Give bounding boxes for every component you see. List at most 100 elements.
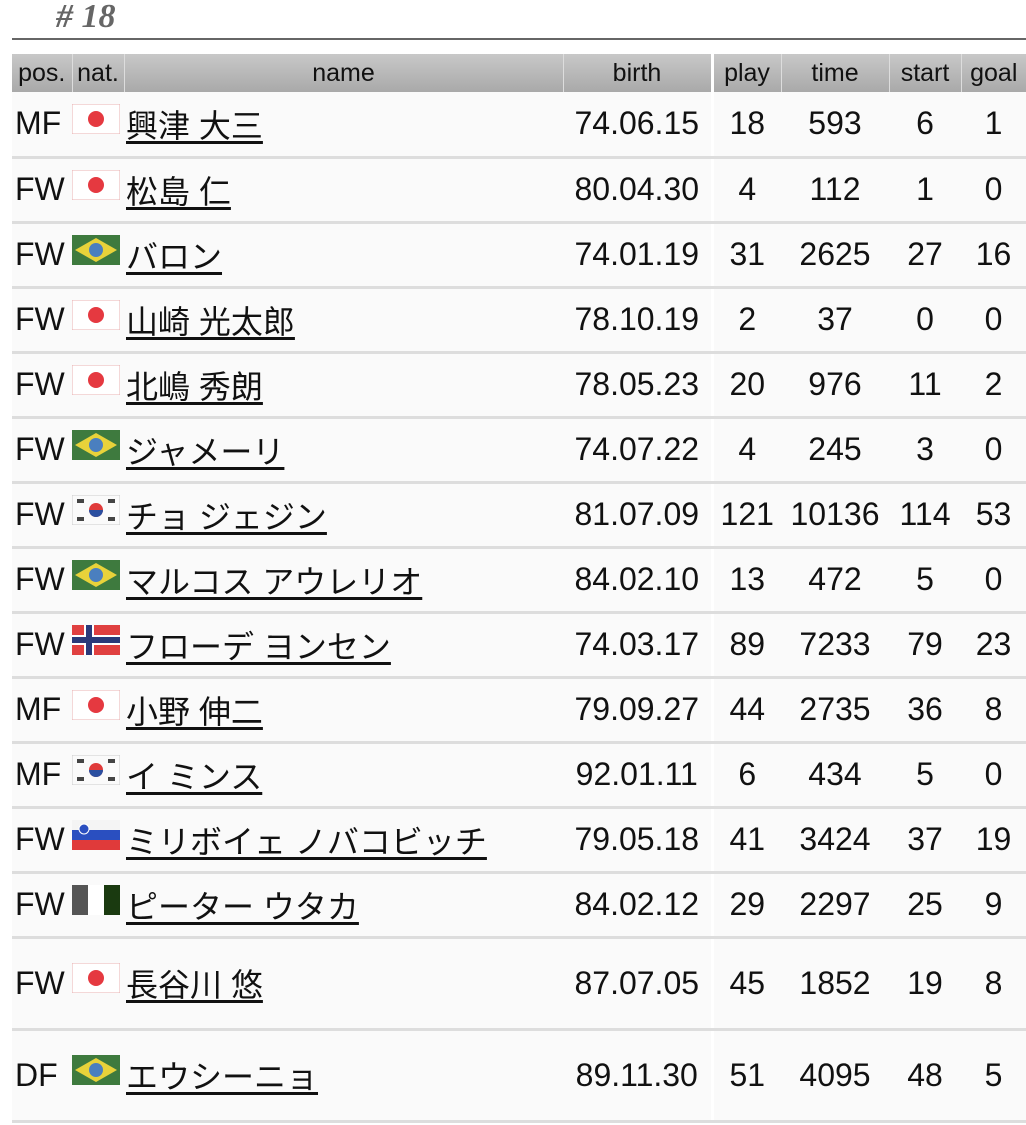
flag-korea-icon <box>72 494 120 525</box>
player-name-link[interactable]: 長谷川 悠 <box>126 967 263 1003</box>
flag-japan-icon <box>72 689 120 720</box>
start: 6 <box>889 92 961 159</box>
play: 4 <box>712 417 781 484</box>
table-row: MF イ ミンス 92.01.11 6 434 5 0 <box>12 742 1026 809</box>
table-row: FW 長谷川 悠 87.07.05 45 1852 19 8 <box>12 937 1026 1031</box>
flag-korea-icon <box>72 754 120 785</box>
table-row: FW ピーター ウタカ 84.02.12 29 2297 25 9 <box>12 872 1026 939</box>
position: FW <box>12 807 72 874</box>
play: 29 <box>712 872 781 939</box>
time: 2735 <box>781 677 889 744</box>
position: FW <box>12 482 72 549</box>
start: 37 <box>889 807 961 874</box>
time: 10136 <box>781 482 889 549</box>
play: 6 <box>712 742 781 809</box>
header-play: play <box>711 54 781 92</box>
play: 45 <box>712 937 781 1031</box>
position: FW <box>12 937 72 1031</box>
flag-brazil-icon <box>72 559 120 590</box>
player-name-link[interactable]: マルコス アウレリオ <box>126 563 423 600</box>
time: 3424 <box>781 807 889 874</box>
player-name-link[interactable]: ジャメーリ <box>126 433 285 470</box>
flag-norway-icon <box>72 624 120 655</box>
player-name-link[interactable]: エウシーニョ <box>126 1059 319 1095</box>
goal: 8 <box>961 677 1026 744</box>
player-name-link[interactable]: 松島 仁 <box>126 173 231 210</box>
birth: 79.09.27 <box>563 677 714 744</box>
position: FW <box>12 417 72 484</box>
time: 434 <box>781 742 889 809</box>
birth: 84.02.10 <box>563 547 714 614</box>
position: MF <box>12 677 72 744</box>
table-row: FW ジャメーリ 74.07.22 4 245 3 0 <box>12 417 1026 484</box>
goal: 0 <box>961 287 1026 354</box>
player-name-link[interactable]: ミリボイェ ノバコビッチ <box>126 823 487 860</box>
play: 44 <box>712 677 781 744</box>
nationality <box>72 547 124 614</box>
player-name-link[interactable]: チョ ジェジン <box>126 498 327 535</box>
flag-japan-icon <box>72 963 120 994</box>
start: 1 <box>889 157 961 224</box>
start: 79 <box>889 612 961 679</box>
goal: 1 <box>961 92 1026 159</box>
player-name-link[interactable]: 小野 伸二 <box>126 693 263 730</box>
header-nat: nat. <box>71 54 124 92</box>
nationality <box>72 157 124 224</box>
player-name-link[interactable]: バロン <box>126 238 223 275</box>
goal: 23 <box>961 612 1026 679</box>
position: FW <box>12 222 72 289</box>
start: 27 <box>889 222 961 289</box>
flag-brazil-icon <box>72 234 120 265</box>
player-name-link[interactable]: 興津 大三 <box>126 107 263 144</box>
start: 5 <box>889 547 961 614</box>
table-row: DF エウシーニョ 89.11.30 51 4095 48 5 <box>12 1029 1026 1123</box>
goal: 0 <box>961 547 1026 614</box>
header-goal: goal <box>960 54 1026 92</box>
nationality <box>72 937 124 1031</box>
birth: 74.03.17 <box>563 612 714 679</box>
table-row: FW 松島 仁 80.04.30 4 112 1 0 <box>12 157 1026 224</box>
position: FW <box>12 872 72 939</box>
play: 20 <box>712 352 781 419</box>
time: 1852 <box>781 937 889 1031</box>
birth: 74.07.22 <box>563 417 714 484</box>
time: 976 <box>781 352 889 419</box>
nationality <box>72 872 124 939</box>
goal: 0 <box>961 417 1026 484</box>
goal: 2 <box>961 352 1026 419</box>
table-row: FW 山崎 光太郎 78.10.19 2 37 0 0 <box>12 287 1026 354</box>
birth: 87.07.05 <box>563 937 714 1031</box>
player-name-link[interactable]: イ ミンス <box>126 758 263 795</box>
birth: 92.01.11 <box>563 742 714 809</box>
goal: 16 <box>961 222 1026 289</box>
start: 11 <box>889 352 961 419</box>
nationality <box>72 287 124 354</box>
start: 114 <box>889 482 961 549</box>
start: 19 <box>889 937 961 1031</box>
flag-nigeria-icon <box>72 884 120 915</box>
nationality <box>72 677 124 744</box>
player-name-link[interactable]: 北嶋 秀朗 <box>126 368 263 405</box>
player-name-link[interactable]: 山崎 光太郎 <box>126 303 295 340</box>
player-name-link[interactable]: ピーター ウタカ <box>126 888 359 925</box>
table-row: FW バロン 74.01.19 31 2625 27 16 <box>12 222 1026 289</box>
flag-japan-icon <box>72 103 120 134</box>
nationality <box>72 222 124 289</box>
table-header: pos. nat. name birth play time start goa… <box>12 54 1026 92</box>
flag-japan-icon <box>72 364 120 395</box>
nationality <box>72 1029 124 1123</box>
birth: 78.10.19 <box>563 287 714 354</box>
position: FW <box>12 352 72 419</box>
position: FW <box>12 612 72 679</box>
play: 51 <box>712 1029 781 1123</box>
birth: 78.05.23 <box>563 352 714 419</box>
start: 25 <box>889 872 961 939</box>
flag-japan-icon <box>72 169 120 200</box>
goal: 5 <box>961 1029 1026 1123</box>
header-time: time <box>780 54 889 92</box>
page-title: # 18 <box>56 0 116 35</box>
player-name-link[interactable]: フローデ ヨンセン <box>126 628 391 665</box>
birth: 74.06.15 <box>563 92 714 159</box>
play: 4 <box>712 157 781 224</box>
position: FW <box>12 157 72 224</box>
